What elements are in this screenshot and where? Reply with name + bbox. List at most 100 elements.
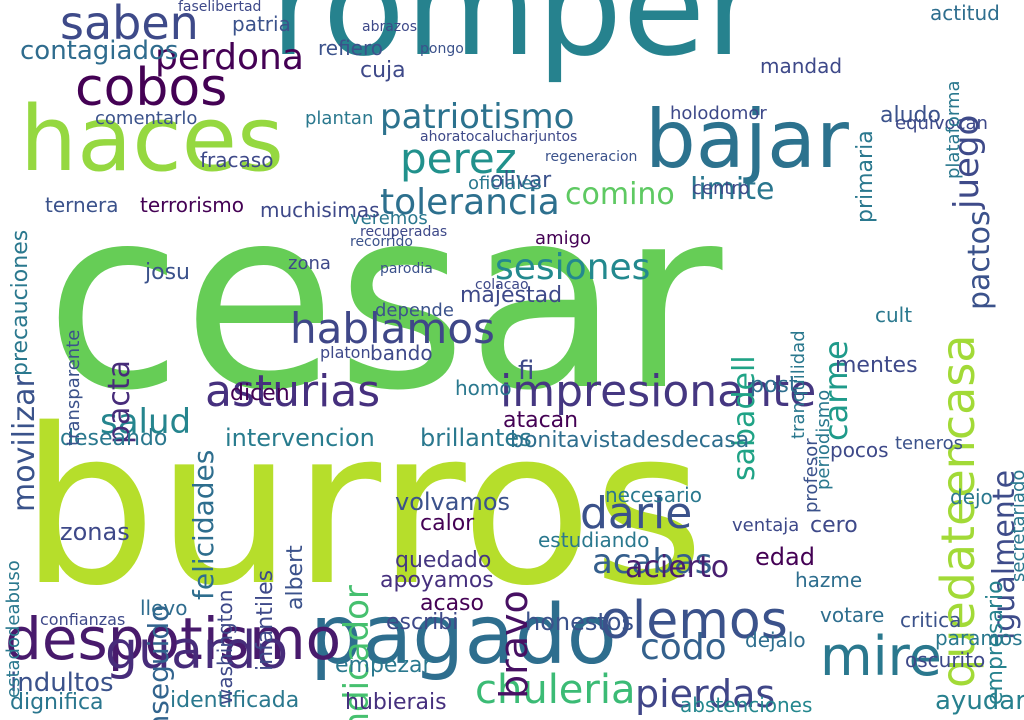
word-escribi: escribi [386, 610, 459, 635]
word-movilizar: movilizar [7, 375, 42, 512]
word-patriotismo: patriotismo [380, 97, 575, 137]
word-refiero: refiero [318, 36, 384, 60]
word-primaria: primaria [853, 130, 878, 223]
word-empezar: empezar [335, 653, 432, 678]
word-fracaso: fracaso [200, 148, 274, 172]
word-volvamos: volvamos [395, 488, 511, 516]
word-pagado: pagado [310, 588, 617, 683]
word-votare: votare [820, 603, 885, 627]
word-josu: josu [145, 260, 190, 285]
word-terrorismo: terrorismo [140, 193, 244, 217]
word-conseguido: conseguido [142, 604, 175, 720]
word-cero: cero [810, 513, 858, 538]
word-ventaja: ventaja [732, 515, 800, 536]
word-infantiles: infantiles [253, 569, 278, 671]
word-pongo: pongo [420, 41, 464, 57]
word-cesar: cesar [45, 154, 723, 445]
word-ahoratocalucharjuntos: ahoratocalucharjuntos [420, 129, 578, 145]
word-perdona: perdona [155, 37, 304, 78]
word-darle: darle [580, 488, 693, 539]
word-confianzas: confianzas [40, 610, 126, 629]
word-tranquilidad: tranquilidad [788, 330, 809, 439]
word-perez: perez [400, 134, 517, 183]
word-bajar: bajar [645, 93, 849, 186]
word-dejo: dejo [950, 485, 993, 509]
word-hablamos: hablamos [290, 304, 495, 353]
word-fi: fi [518, 356, 535, 386]
word-intervencion: intervencion [225, 424, 375, 452]
word-cobos: cobos [75, 58, 228, 118]
word-platon: platon [320, 343, 371, 362]
word-equivocan: equivocan [895, 113, 988, 134]
word-necesario: necesario [605, 483, 702, 507]
word-dignifica: dignifica [10, 690, 104, 715]
word-veremos: veremos [350, 208, 428, 229]
word-mire: mire [820, 625, 942, 688]
word-holodomor: holodomor [670, 103, 767, 124]
word-comino: comino [565, 177, 675, 212]
word-salud: salud [100, 402, 192, 442]
word-llevo: llevo [140, 596, 188, 620]
word-estudiando: estudiando [538, 528, 650, 552]
word-olemos: olemos [600, 591, 788, 651]
word-romper: romper [270, 0, 761, 86]
word-periodismo: periodismo [813, 389, 834, 490]
word-guardo: guardo [105, 621, 289, 681]
word-depende: depende [375, 300, 454, 321]
word-homo: homo [455, 376, 512, 400]
word-despotismo: despotismo [5, 605, 342, 673]
word-colacao: colacao [475, 277, 529, 293]
word-acierto: acierto [625, 550, 730, 585]
word-bonitavistadesdecasa: bonitavistadesdecasa [510, 428, 750, 453]
word-apoyamos: apoyamos [380, 568, 494, 593]
word-contagiados: contagiados [20, 36, 179, 66]
word-patria: patria [232, 12, 291, 36]
word-deseando: deseando [60, 426, 168, 451]
word-limite: limite [690, 172, 775, 207]
word-critica: critica [900, 608, 962, 632]
word-sesiones: sesiones [495, 247, 651, 288]
word-asturias: asturias [205, 366, 381, 417]
word-abrazos: abrazos [362, 19, 418, 35]
word-oscurito: oscurito [905, 648, 986, 672]
word-atacan: atacan [503, 408, 579, 433]
word-hazme: hazme [795, 568, 863, 592]
word-olivar: olivar [490, 168, 552, 193]
word-codo: codo [640, 627, 727, 668]
word-faselibertad: faselibertad [178, 0, 262, 15]
word-recuperadas: recuperadas [360, 224, 448, 240]
word-paramos: paramos [935, 626, 1023, 650]
word-regeneracion: regeneracion [545, 149, 638, 165]
word-comentarlo: comentarlo [95, 108, 198, 129]
word-muchisimas: muchisimas [260, 198, 380, 222]
word-pactos: pactos [962, 210, 997, 310]
word-acaso: acaso [420, 591, 484, 616]
word-identificada: identificada [170, 688, 300, 713]
word-ternera: ternera [45, 193, 119, 217]
word-abstenciones: abstenciones [680, 693, 813, 717]
word-mandad: mandad [760, 54, 843, 78]
word-aludo: aludo [880, 103, 941, 128]
word-zonas: zonas [60, 518, 130, 546]
word-saben: saben [60, 0, 199, 50]
word-bravo: bravo [492, 590, 536, 699]
word-brillantes: brillantes [420, 424, 532, 452]
word-pierdas: pierdas [635, 672, 776, 716]
word-washington: washington [213, 589, 237, 705]
word-estadodeabuso: estadodeabuso [3, 560, 24, 698]
word-cuja: cuja [360, 58, 406, 83]
word-ayudar: ayudar [935, 686, 1024, 716]
word-post: post [750, 373, 798, 398]
word-mentes: mentes [835, 353, 918, 378]
word-actitud: actitud [930, 1, 1000, 25]
word-centro: centro [692, 178, 750, 199]
word-cult: cult [875, 303, 913, 327]
word-parodia: parodia [380, 261, 433, 277]
word-secretariado: secretariado [1008, 469, 1024, 582]
word-teneros: teneros [895, 433, 964, 454]
word-transparente: transparente [63, 329, 84, 446]
word-hubierais: hubierais [345, 690, 447, 715]
word-precauciones: precauciones [8, 229, 33, 376]
word-tolerancia: tolerancia [380, 182, 560, 223]
